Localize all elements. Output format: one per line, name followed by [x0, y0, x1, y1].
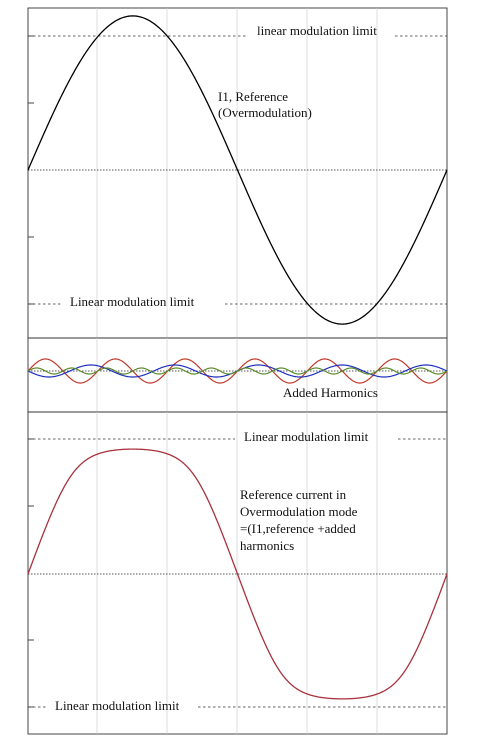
reference-gridlines [96, 8, 378, 338]
result-panel: Linear modulation limit Reference curren… [27, 411, 448, 735]
reference-bottom-limit-label: Linear modulation limit [70, 294, 195, 309]
reference-curve-label-line1: I1, Reference [218, 89, 288, 104]
result-left-ticks [28, 438, 34, 708]
reference-sine-curve [27, 15, 448, 325]
result-desc-line3: =(I1,reference +added [240, 521, 356, 536]
reference-left-ticks [28, 35, 34, 305]
result-current-curve [27, 448, 448, 700]
reference-curve-label-line2: (Overmodulation) [218, 105, 312, 120]
result-bottom-limit-label: Linear modulation limit [55, 698, 180, 713]
reference-top-limit-label: linear modulation limit [257, 23, 377, 38]
harmonics-gridlines [96, 338, 378, 412]
harmonic-7th-curve [27, 367, 448, 375]
result-top-limit-label: Linear modulation limit [244, 429, 369, 444]
reference-panel-frame [27, 7, 448, 339]
result-gridlines [96, 412, 378, 734]
result-desc-line1: Reference current in [240, 487, 347, 502]
result-desc-line2: Overmodulation mode [240, 504, 358, 519]
harmonics-panel-frame [27, 337, 448, 413]
harmonics-label: Added Harmonics [283, 385, 378, 400]
harmonics-panel: Added Harmonics [27, 337, 448, 413]
result-desc-line4: harmonics [240, 538, 294, 553]
reference-panel: linear modulation limit I1, Reference (O… [27, 7, 448, 339]
